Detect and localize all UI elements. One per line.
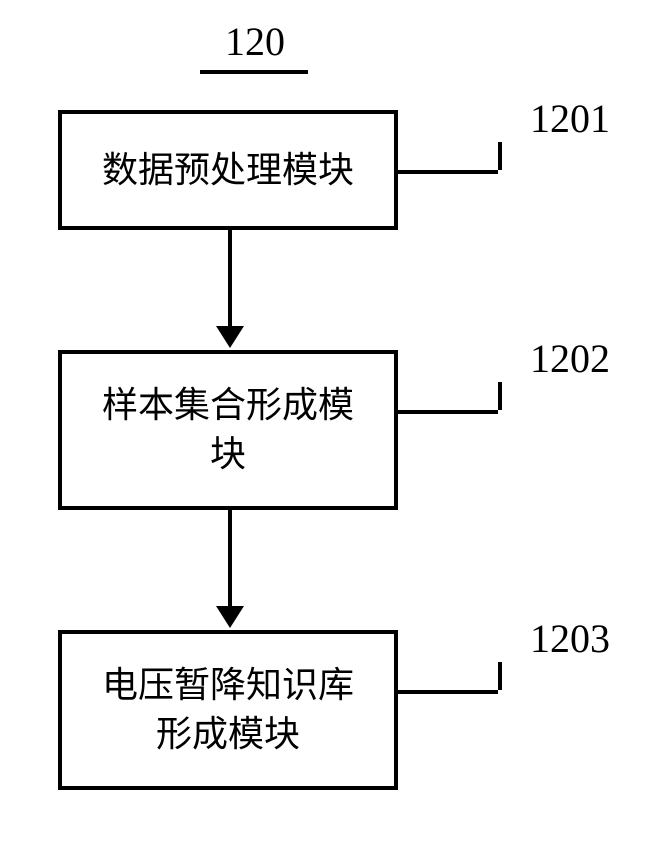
- arrow-head-icon: [216, 326, 244, 348]
- arrow-head-icon: [216, 606, 244, 628]
- node-sample-set-form: 样本集合形成模块: [58, 350, 398, 510]
- callout-label: 1201: [530, 95, 610, 142]
- diagram-title-underline: [200, 70, 308, 74]
- callout-line-v: [498, 142, 502, 170]
- arrow-shaft: [228, 230, 232, 326]
- node-data-preprocess: 数据预处理模块: [58, 110, 398, 230]
- callout-line-v: [498, 662, 502, 690]
- callout-label: 1203: [530, 615, 610, 662]
- diagram-title: 120: [205, 18, 305, 65]
- diagram-canvas: 120 数据预处理模块 1201 样本集合形成模块 1202 电压暂降知识库形成…: [0, 0, 670, 865]
- node-voltage-sag-kb-form: 电压暂降知识库形成模块: [58, 630, 398, 790]
- node-label: 电压暂降知识库形成模块: [102, 661, 354, 758]
- callout-line-v: [498, 382, 502, 410]
- callout-line-h: [398, 690, 498, 694]
- callout-line-h: [398, 410, 498, 414]
- callout-line-h: [398, 170, 498, 174]
- callout-label: 1202: [530, 335, 610, 382]
- node-label: 样本集合形成模块: [102, 381, 354, 478]
- arrow-shaft: [228, 510, 232, 606]
- node-label: 数据预处理模块: [102, 146, 354, 195]
